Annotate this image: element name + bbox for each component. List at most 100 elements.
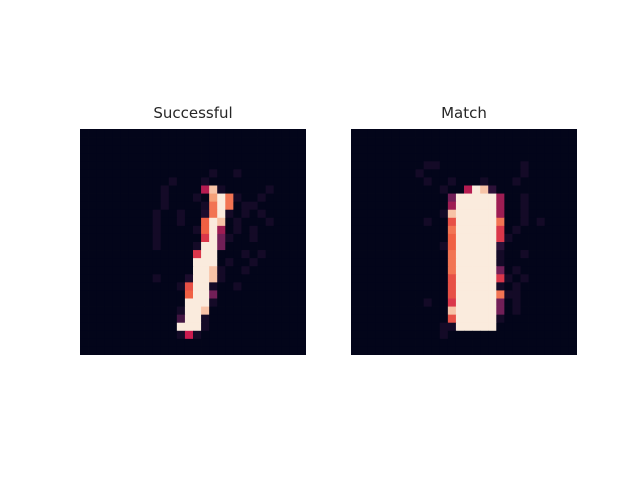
heatmap-cell <box>249 290 258 299</box>
heatmap-cell <box>80 169 89 178</box>
heatmap-cell <box>351 290 360 299</box>
heatmap-cell <box>144 201 154 211</box>
heatmap-cell <box>289 209 299 219</box>
heatmap-cell <box>297 185 306 194</box>
heatmap-cell <box>152 137 162 146</box>
heatmap-cell <box>152 330 162 340</box>
heatmap-cell <box>423 177 433 186</box>
heatmap-cell <box>281 129 291 138</box>
heatmap-cell <box>367 225 376 235</box>
heatmap-cell <box>431 161 441 170</box>
heatmap-cell <box>184 153 194 162</box>
heatmap-cell <box>512 258 521 267</box>
heatmap-cell <box>241 209 250 219</box>
heatmap-cell <box>217 129 226 138</box>
heatmap-cell <box>257 145 267 154</box>
heatmap-cell <box>407 129 416 138</box>
heatmap-cell <box>415 137 425 146</box>
heatmap-cell <box>560 217 570 227</box>
heatmap-cell <box>391 177 400 186</box>
heatmap-cell <box>209 217 218 227</box>
heatmap-cell <box>455 322 465 332</box>
heatmap-cell <box>464 314 473 324</box>
heatmap-cell <box>439 145 449 154</box>
heatmap-cell <box>257 129 267 138</box>
heatmap-cell <box>160 258 170 267</box>
heatmap-cell <box>520 153 529 162</box>
heatmap-cell <box>560 145 570 154</box>
heatmap-cell <box>209 258 218 267</box>
heatmap-cell <box>407 233 416 243</box>
heatmap-cell <box>480 322 489 332</box>
heatmap-cell <box>455 306 465 316</box>
heatmap-cell <box>455 282 465 291</box>
heatmap-cell <box>520 145 529 154</box>
heatmap-cell <box>88 282 97 291</box>
heatmap-cell <box>233 242 242 251</box>
heatmap-cell <box>560 346 570 355</box>
heatmap-cell <box>512 242 521 251</box>
heatmap-cell <box>176 298 186 307</box>
heatmap-cell <box>168 322 178 332</box>
heatmap-cell <box>488 161 497 170</box>
heatmap-cell <box>281 322 291 332</box>
heatmap-cell <box>217 266 226 275</box>
heatmap-cell <box>407 274 416 283</box>
heatmap-cell <box>439 153 449 162</box>
heatmap-cell <box>136 201 145 211</box>
heatmap-cell <box>160 201 170 211</box>
heatmap-cell <box>455 266 465 275</box>
heatmap-cell <box>209 282 218 291</box>
heatmap-cell <box>136 346 145 355</box>
heatmap-cell <box>176 266 186 275</box>
heatmap-cell <box>88 201 97 211</box>
heatmap-cell <box>544 153 554 162</box>
heatmap-cell <box>399 137 408 146</box>
heatmap-cell <box>383 217 392 227</box>
heatmap-cell <box>488 322 497 332</box>
heatmap-cell <box>273 330 283 340</box>
heatmap-cell <box>241 233 250 243</box>
heatmap-cell <box>480 209 489 219</box>
heatmap-cell <box>447 161 457 170</box>
heatmap-cell <box>144 274 154 283</box>
heatmap-cell <box>552 322 562 332</box>
heatmap-cell <box>176 258 186 267</box>
heatmap-cell <box>176 161 186 170</box>
heatmap-cell <box>375 274 384 283</box>
heatmap-cell <box>104 282 113 291</box>
heatmap-cell <box>399 282 408 291</box>
heatmap-cell <box>168 338 178 348</box>
heatmap-cell <box>273 266 283 275</box>
heatmap-cell <box>504 258 513 267</box>
heatmap-cell <box>217 274 226 283</box>
heatmap-cell <box>136 177 145 186</box>
heatmap-cell <box>184 322 194 332</box>
heatmap-cell <box>472 298 481 307</box>
heatmap-cell <box>128 201 137 211</box>
heatmap-cell <box>560 282 570 291</box>
heatmap-cell <box>144 233 154 243</box>
heatmap-cell <box>472 306 481 316</box>
heatmap-cell <box>209 169 218 178</box>
heatmap-cell <box>359 169 368 178</box>
heatmap-cell <box>136 306 145 316</box>
heatmap-cell <box>552 225 562 235</box>
heatmap-cell <box>496 225 505 235</box>
heatmap-cell <box>297 177 306 186</box>
heatmap-cell <box>528 233 538 243</box>
heatmap-cell <box>415 201 425 211</box>
heatmap-cell <box>160 153 170 162</box>
heatmap-cell <box>496 153 505 162</box>
heatmap-cell <box>184 177 194 186</box>
heatmap-cell <box>375 258 384 267</box>
heatmap-cell <box>136 185 145 194</box>
heatmap-cell <box>289 217 299 227</box>
heatmap-cell <box>209 274 218 283</box>
heatmap-cell <box>176 201 186 211</box>
heatmap-cell <box>480 145 489 154</box>
heatmap-cell <box>209 145 218 154</box>
heatmap-cell <box>431 290 441 299</box>
heatmap-cell <box>193 209 202 219</box>
heatmap-cell <box>80 330 89 340</box>
